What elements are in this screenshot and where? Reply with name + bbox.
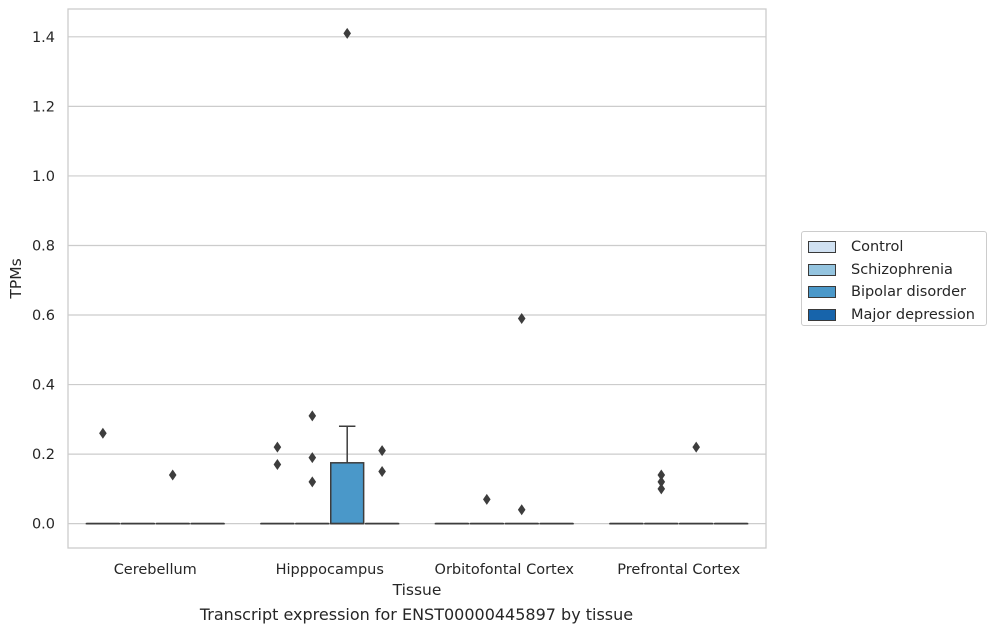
outlier-point [517,312,526,324]
chart-caption: Transcript expression for ENST0000044589… [199,605,634,624]
outlier-point [308,476,317,488]
gridlines [68,36,766,525]
box-layer [85,425,749,525]
y-axis-label: TPMs [7,258,25,299]
x-tick-label: Orbitofontal Cortex [435,562,575,578]
legend-item: Schizophrenia [808,259,986,282]
outlier-point [657,469,666,481]
outlier-point [517,504,526,516]
legend-swatch [808,286,836,299]
legend-item: Bipolar disorder [808,281,986,304]
y-tick-label: 1.2 [32,99,55,115]
outlier-point [483,493,491,505]
outlier-point [168,469,177,481]
outlier-point [343,27,351,39]
outlier-layer [99,27,700,516]
y-tick-label: 0.4 [32,378,55,394]
y-tick-labels: 0.0 0.2 0.4 0.6 0.8 1.0 1.2 1.4 [32,30,55,533]
outlier-point [273,441,282,453]
legend-label: Major depression [851,306,975,323]
legend-label: Bipolar disorder [851,284,966,301]
outlier-point [657,483,666,495]
x-axis-label: Tissue [392,581,442,599]
x-tick-label: Prefrontal Cortex [617,562,740,578]
y-tick-label: 1.4 [32,30,55,46]
y-tick-label: 1.0 [32,169,55,185]
outlier-point [308,452,317,464]
x-tick-label: Hipppocampus [276,562,384,578]
x-tick-labels: Cerebellum Hipppocampus Orbitofontal Corte… [114,562,741,578]
legend-swatch [808,241,836,254]
outlier-point [378,445,386,457]
outlier-point [692,441,700,453]
y-tick-label: 0.8 [32,238,55,254]
legend-swatch [808,263,836,276]
legend-item: Major depression [808,304,986,327]
y-tick-label: 0.0 [32,517,55,533]
legend-label: Schizophrenia [851,261,953,278]
legend-item: Control [808,236,986,259]
box [330,462,365,525]
outlier-point [308,410,317,422]
y-tick-label: 0.2 [32,447,55,463]
plot-frame [67,8,767,549]
outlier-point [273,459,282,471]
outlier-point [378,465,386,477]
legend: Control Schizophrenia Bipolar disorder Majo… [801,231,987,326]
y-tick-label: 0.6 [32,308,55,324]
legend-swatch [808,308,836,321]
outlier-point [99,427,107,439]
x-tick-label: Cerebellum [114,562,197,578]
outlier-point [657,476,666,488]
legend-label: Control [851,239,904,256]
